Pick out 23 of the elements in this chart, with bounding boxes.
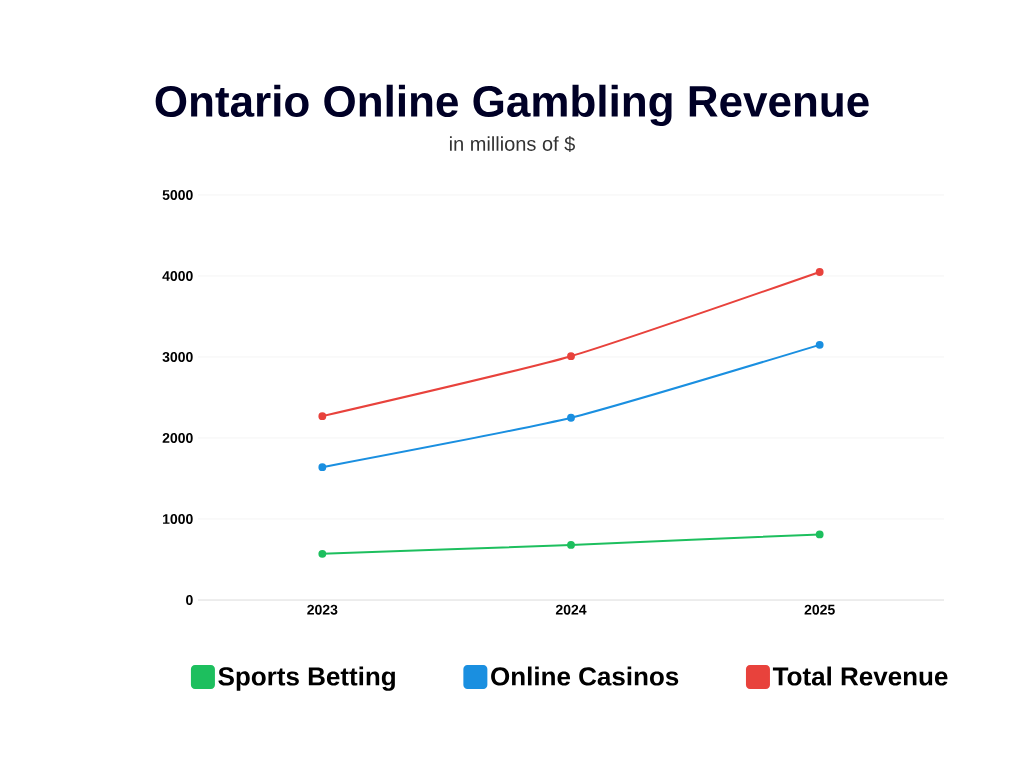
point bbox=[815, 530, 824, 539]
y-tick-label: 2000 bbox=[162, 433, 193, 443]
point bbox=[567, 352, 575, 361]
chart-title: Ontario Online Gambling Revenue bbox=[155, 84, 869, 126]
x-tick-label: 2023 bbox=[307, 604, 338, 615]
x-tick-label: 2024 bbox=[555, 604, 587, 615]
point bbox=[567, 413, 575, 422]
legend-label: Online Casinos bbox=[491, 666, 679, 686]
point bbox=[318, 463, 327, 472]
point bbox=[815, 340, 824, 349]
legend-label: Total Revenue bbox=[772, 666, 948, 686]
y-tick-label: 4000 bbox=[162, 271, 193, 281]
legend-label: Sports Betting bbox=[218, 666, 395, 691]
y-tick-label: 3000 bbox=[162, 352, 193, 362]
point bbox=[567, 540, 575, 549]
x-tick-label: 2025 bbox=[804, 604, 835, 615]
chart-subtitle: in millions of $ bbox=[449, 135, 575, 153]
y-tick-label: 5000 bbox=[162, 190, 193, 200]
y-tick-label: 1000 bbox=[163, 514, 193, 524]
y-tick-label: 0 bbox=[186, 595, 193, 605]
point bbox=[318, 549, 327, 558]
point bbox=[318, 412, 327, 421]
point bbox=[815, 268, 824, 276]
